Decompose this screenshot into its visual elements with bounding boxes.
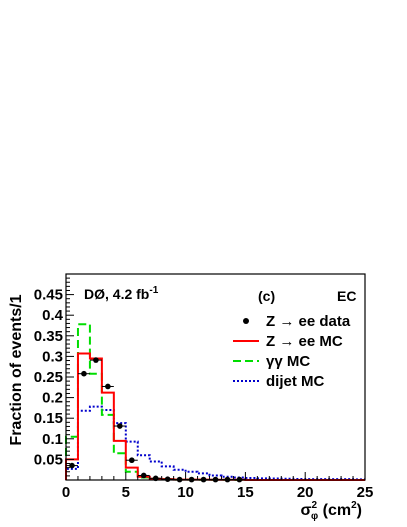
region-label: EC xyxy=(337,288,356,304)
y-tick-label: 0.05 xyxy=(34,451,63,468)
legend-label: Z → ee MC xyxy=(266,333,343,350)
legend-entry: dijet MC xyxy=(233,373,324,390)
point-marker xyxy=(128,457,135,464)
x-axis-unit-post: ) xyxy=(357,502,362,519)
x-axis-symbol-sub: φ xyxy=(311,511,318,522)
experiment-sup: -1 xyxy=(149,285,158,296)
point-marker xyxy=(117,423,123,429)
x-tick-label: 15 xyxy=(237,484,254,501)
axis-layer: 0 5 10 15 20 25 0.05 0.1 0.15 0.2 0.25 0.3 0.35 0.4 0.… xyxy=(34,277,374,501)
data-point xyxy=(125,457,138,464)
data-point xyxy=(66,462,78,469)
point-marker xyxy=(105,383,111,390)
experiment-label: DØ, 4.2 fb-1 xyxy=(84,285,159,302)
x-tick-label: 10 xyxy=(177,484,194,501)
panel-label: (c) xyxy=(258,288,275,304)
y-tick-label: 0.45 xyxy=(34,287,63,304)
x-tick-label: 25 xyxy=(357,484,374,501)
y-tick-label: 0.35 xyxy=(34,328,63,345)
legend-entry: γγ MC xyxy=(233,353,310,370)
x-tick-label: 5 xyxy=(122,484,130,501)
point-marker xyxy=(93,357,99,363)
x-axis-symbol: σ xyxy=(301,502,312,519)
legend-entry: Z → ee data xyxy=(243,313,351,330)
legend-label: dijet MC xyxy=(266,373,324,390)
y-tick-label: 0.1 xyxy=(42,431,63,448)
data-point xyxy=(77,370,90,377)
x-axis-symbol-sup: 2 xyxy=(311,500,317,511)
data-point xyxy=(101,383,114,390)
x-tick-label: 0 xyxy=(62,484,70,501)
data-point xyxy=(137,472,150,479)
x-tick-label: 20 xyxy=(297,484,314,501)
y-tick-label: 0.15 xyxy=(34,410,63,427)
legend-marker xyxy=(243,318,249,324)
x-axis-unit-pre: (cm xyxy=(318,502,351,519)
y-tick-label: 0.4 xyxy=(42,307,64,324)
series-line xyxy=(65,405,365,481)
x-axis-title: σ2 φ (cm2) xyxy=(301,500,362,522)
legend-label: γγ MC xyxy=(266,353,310,370)
legend-label: Z → ee data xyxy=(266,313,351,330)
point-marker xyxy=(140,472,147,479)
point-marker xyxy=(81,370,87,377)
point-marker xyxy=(69,462,75,469)
y-tick-label: 0.2 xyxy=(42,390,63,407)
y-tick-label: 0.25 xyxy=(34,369,63,386)
x-axis-unit-sup: 2 xyxy=(351,500,357,511)
legend-entry: Z → ee MC xyxy=(233,333,343,350)
y-axis-title: Fraction of events/1 xyxy=(8,294,25,445)
experiment-text: DØ, 4.2 fb xyxy=(84,286,149,302)
y-tick-label: 0.3 xyxy=(42,348,63,365)
legend: Z → ee data Z → ee MC γγ MC dijet MC xyxy=(233,313,351,390)
point-marker xyxy=(164,476,171,482)
data-point xyxy=(113,423,126,429)
data-point xyxy=(89,357,102,363)
